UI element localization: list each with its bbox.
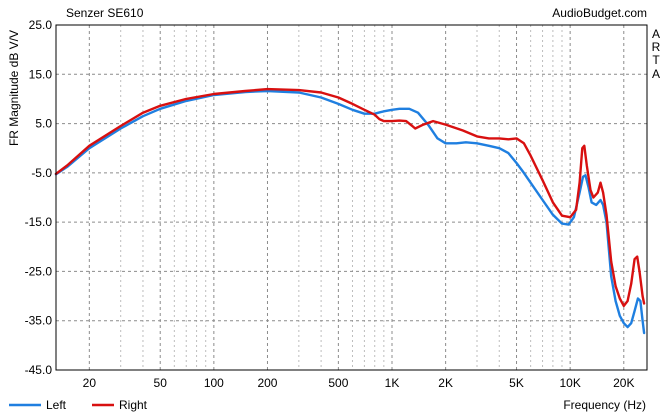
legend: Left Right: [9, 398, 148, 412]
side-label-char: T: [652, 53, 660, 67]
plot-frame: [55, 24, 648, 371]
legend-label-left: Left: [46, 398, 67, 412]
y-tick-label: -25.0: [25, 264, 53, 278]
x-tick-label: 1K: [385, 376, 400, 390]
x-tick-label: 5K: [509, 376, 524, 390]
x-tick-label: 2K: [438, 376, 453, 390]
x-tick-label: 200: [257, 376, 277, 390]
x-tick-label: 10K: [559, 376, 580, 390]
x-axis-label: Frequency (Hz): [563, 398, 646, 412]
side-label-char: R: [652, 40, 661, 54]
series-layer: [54, 87, 646, 335]
axis-ticks: 20 50 100 200 500 1K 2K 5K 10K 20K 25.0 15.0 5.0 -5.0…: [25, 18, 635, 390]
y-tick-label: 5.0: [35, 117, 52, 131]
x-tick-label: 20: [83, 376, 97, 390]
y-tick-label: -15.0: [25, 215, 53, 229]
y-tick-label: 25.0: [29, 18, 53, 32]
y-tick-label: 15.0: [29, 67, 53, 81]
y-tick-label: -35.0: [25, 314, 53, 328]
y-tick-label: -5.0: [31, 166, 52, 180]
x-tick-label: 50: [154, 376, 168, 390]
chart-title: Senzer SE610: [66, 6, 144, 20]
side-label: A R T A: [652, 27, 661, 81]
x-tick-label: 100: [204, 376, 224, 390]
grid: [56, 25, 647, 370]
side-label-char: A: [652, 67, 660, 81]
source-label: AudioBudget.com: [552, 6, 647, 20]
side-label-char: A: [652, 27, 660, 41]
y-tick-label: -45.0: [25, 363, 53, 377]
y-axis-label: FR Magnitude dB V/V: [7, 30, 21, 146]
series-line-right: [54, 87, 646, 308]
x-tick-label: 20K: [613, 376, 634, 390]
x-tick-label: 500: [328, 376, 348, 390]
legend-label-right: Right: [119, 398, 148, 412]
series-line-left: [54, 89, 646, 335]
